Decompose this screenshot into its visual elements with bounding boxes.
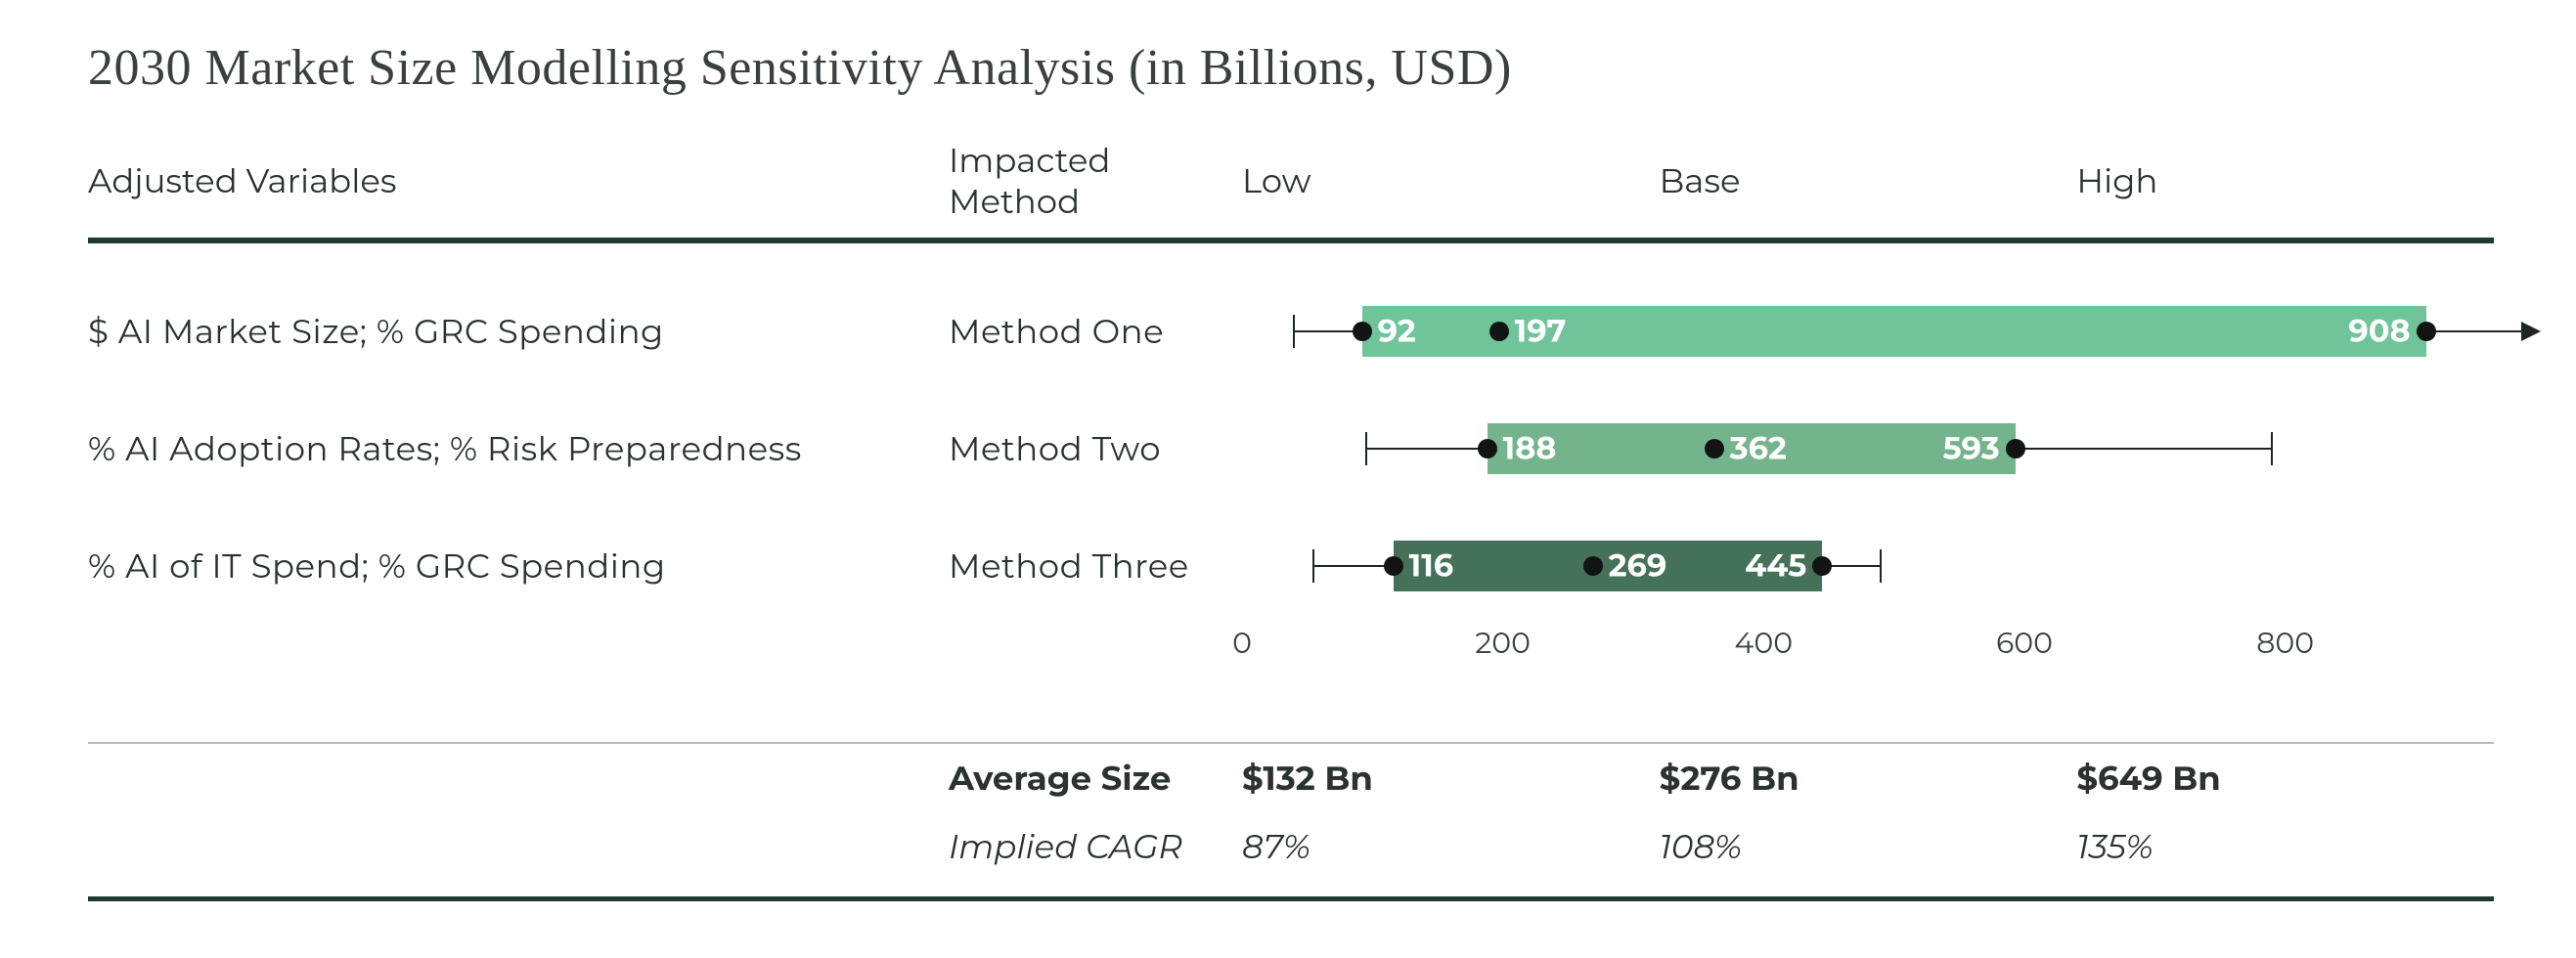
bar-value: 269 bbox=[1609, 547, 1667, 586]
scenario-high: High bbox=[2076, 160, 2494, 201]
bar-value: 445 bbox=[1745, 547, 1806, 586]
scenario-low: Low bbox=[1242, 160, 1660, 201]
cagr-base: 108% bbox=[1660, 826, 2077, 867]
bar-value: 362 bbox=[1730, 430, 1787, 468]
bottom-rule bbox=[88, 896, 2494, 901]
range-bar: 92 197 908 bbox=[1242, 273, 2494, 390]
row-method: Method One bbox=[949, 287, 1242, 375]
row-method: Method Three bbox=[949, 522, 1242, 610]
row-variable: % AI of IT Spend; % GRC Spending bbox=[88, 522, 949, 610]
arrow-right-icon bbox=[2521, 322, 2541, 341]
scenario-base: Base bbox=[1660, 160, 2077, 201]
chart-title: 2030 Market Size Modelling Sensitivity A… bbox=[88, 39, 2488, 97]
chart-grid: Adjusted Variables Impacted Method Low B… bbox=[88, 140, 2488, 901]
cagr-high: 135% bbox=[2076, 826, 2494, 867]
col-header-impacted-method: Impacted Method bbox=[949, 140, 1242, 238]
row-variable: $ AI Market Size; % GRC Spending bbox=[88, 287, 949, 375]
bar-value: 197 bbox=[1515, 313, 1567, 351]
x-axis: 0200400600800 bbox=[1242, 625, 2494, 742]
avg-base: $276 Bn bbox=[1660, 758, 2077, 799]
header-rule bbox=[88, 238, 2494, 243]
bar-value: 908 bbox=[2348, 313, 2410, 351]
cagr-low: 87% bbox=[1242, 826, 1660, 867]
summary-avg-values: $132 Bn $276 Bn $649 Bn bbox=[1242, 744, 2494, 812]
axis-tick: 0 bbox=[1232, 625, 1252, 661]
col-header-scenarios: Low Base High bbox=[1242, 160, 2494, 217]
summary-avg-label: Average Size bbox=[949, 744, 1242, 812]
summary-cagr-values: 87% 108% 135% bbox=[1242, 812, 2494, 881]
bar-value: 593 bbox=[1943, 430, 2000, 468]
range-bar: 188 362 593 bbox=[1242, 390, 2494, 507]
bar-value: 92 bbox=[1378, 313, 1416, 351]
range-bar: 116 269 445 bbox=[1242, 507, 2494, 625]
bar-value: 116 bbox=[1409, 547, 1453, 586]
axis-tick: 400 bbox=[1735, 625, 1794, 661]
axis-tick: 600 bbox=[1996, 625, 2053, 661]
col-header-adjusted-variables: Adjusted Variables bbox=[88, 160, 949, 217]
row-method: Method Two bbox=[949, 405, 1242, 493]
sensitivity-analysis-chart: 2030 Market Size Modelling Sensitivity A… bbox=[0, 0, 2576, 958]
axis-tick: 800 bbox=[2256, 625, 2314, 661]
axis-tick: 200 bbox=[1475, 625, 1531, 661]
summary-cagr-label: Implied CAGR bbox=[949, 812, 1242, 881]
avg-low: $132 Bn bbox=[1242, 758, 1660, 799]
bar-value: 188 bbox=[1503, 430, 1557, 468]
avg-high: $649 Bn bbox=[2076, 758, 2494, 799]
row-variable: % AI Adoption Rates; % Risk Preparedness bbox=[88, 405, 949, 493]
